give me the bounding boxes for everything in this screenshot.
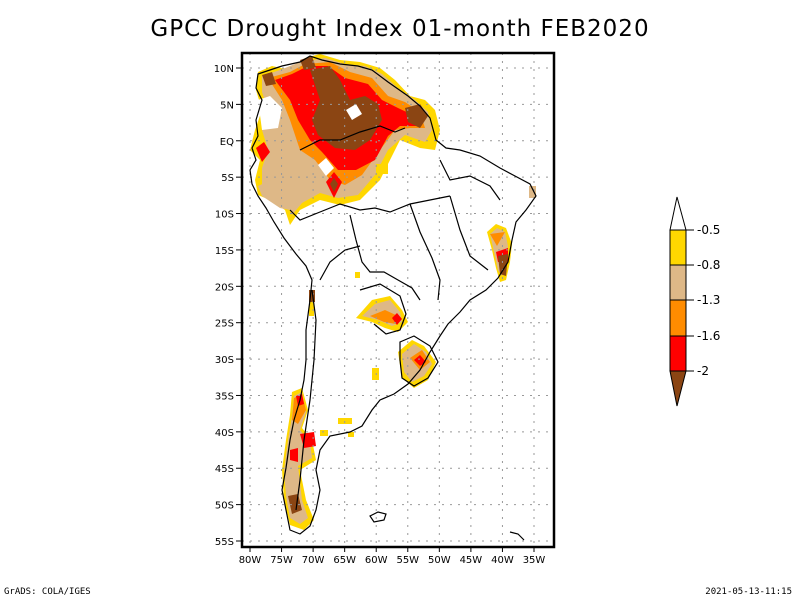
y-tick-label: 25S	[215, 319, 234, 330]
drought-field-bahia-orange	[490, 232, 505, 246]
colorbar-label: -1.3	[697, 293, 720, 307]
x-axis: 80W 75W 70W 65W 60W 55W 50W 45W 40W 35W	[239, 547, 546, 566]
drought-fields	[250, 54, 536, 530]
drought-field-nchile-y	[309, 302, 314, 316]
y-tick-label: 5S	[221, 173, 234, 184]
grads-credit: GrADS: COLA/IGES	[4, 587, 91, 597]
drought-field-arg-4	[355, 272, 360, 278]
drought-field-colombia-brown	[262, 72, 276, 86]
drought-field-paraguay-orange	[370, 310, 398, 324]
drought-field-ecuador	[256, 142, 270, 162]
x-tick-label: 50W	[428, 555, 451, 566]
y-tick-label: 40S	[215, 428, 234, 439]
falklands	[369, 511, 387, 523]
map-title: GPCC Drought Index 01-month FEB2020	[150, 16, 650, 42]
y-tick-label: 45S	[215, 464, 234, 475]
drought-field-arg-5	[320, 430, 328, 436]
drought-field-north-brown	[310, 66, 382, 150]
colorbar-bin-red	[669, 335, 687, 372]
drought-field-nchile	[309, 290, 315, 302]
y-tick-label: 5N	[220, 100, 234, 111]
coastline-continent	[249, 55, 537, 535]
colorbar	[669, 196, 687, 407]
drought-field-bahia-brown	[498, 254, 508, 276]
border-6	[399, 335, 439, 387]
colorbar-bin-tan	[669, 264, 687, 301]
border-1	[299, 125, 406, 151]
drought-field-uruguay-red	[414, 355, 426, 366]
y-tick-label: 30S	[215, 355, 234, 366]
colorbar-bin-yellow	[669, 229, 687, 266]
colorbar-label: -2	[697, 364, 709, 378]
colorbar-top-triangle	[669, 196, 687, 231]
gap-white-3	[346, 104, 362, 120]
y-tick-label: 55S	[215, 537, 234, 548]
x-tick-label: 70W	[302, 555, 325, 566]
y-tick-label: 50S	[215, 501, 234, 512]
y-tick-label: 15S	[215, 246, 234, 257]
border-5	[359, 283, 407, 335]
x-tick-label: 60W	[365, 555, 388, 566]
y-tick-label: 10S	[215, 210, 234, 221]
x-tick-label: 35W	[523, 555, 546, 566]
x-tick-label: 45W	[460, 555, 483, 566]
x-tick-label: 55W	[396, 555, 419, 566]
colorbar-labels: -0.5 -0.8 -1.3 -1.6 -2	[686, 223, 720, 378]
colorbar-label: -1.6	[697, 329, 720, 343]
x-tick-label: 80W	[239, 555, 262, 566]
y-tick-label: 35S	[215, 391, 234, 402]
y-axis: 10N 5N EQ 5S 10S 15S 20S 25S 30S 35S 40S 45S 50S 55S	[214, 64, 242, 548]
y-tick-label: EQ	[220, 137, 234, 148]
drought-field-chile-red-3	[290, 448, 298, 462]
colorbar-bin-orange	[669, 299, 687, 337]
colorbar-bottom-triangle	[669, 370, 687, 407]
plot-border	[240, 51, 556, 549]
drought-field-chile-brown	[288, 494, 302, 514]
drought-field-ne-brazil	[529, 186, 536, 198]
x-tick-label: 75W	[270, 555, 293, 566]
drought-field-paraguay-red	[392, 313, 402, 325]
drought-field-arg-1	[372, 368, 379, 380]
drought-field-peru-brown	[330, 178, 338, 192]
y-tick-label: 20S	[215, 282, 234, 293]
border-4	[319, 245, 361, 281]
drought-field-arg-3	[348, 432, 354, 437]
drought-field-peru-west	[258, 176, 296, 210]
x-tick-label: 65W	[333, 555, 356, 566]
border-2	[289, 195, 451, 221]
south-georgia	[509, 531, 525, 541]
colorbar-label: -0.8	[697, 258, 720, 272]
border-8	[439, 159, 501, 201]
border-9	[449, 195, 489, 271]
colorbar-label: -0.5	[697, 223, 720, 237]
coastlines	[249, 55, 537, 541]
gap-white-1	[318, 158, 334, 176]
border-10	[409, 203, 441, 301]
drought-field-brazil-small	[376, 164, 388, 174]
border-7	[295, 289, 317, 511]
timestamp: 2021-05-13-11:15	[705, 587, 792, 597]
border-3	[349, 214, 421, 301]
x-tick-label: 40W	[491, 555, 514, 566]
drought-field-guianas-brown	[405, 104, 428, 128]
y-tick-label: 10N	[214, 64, 234, 75]
